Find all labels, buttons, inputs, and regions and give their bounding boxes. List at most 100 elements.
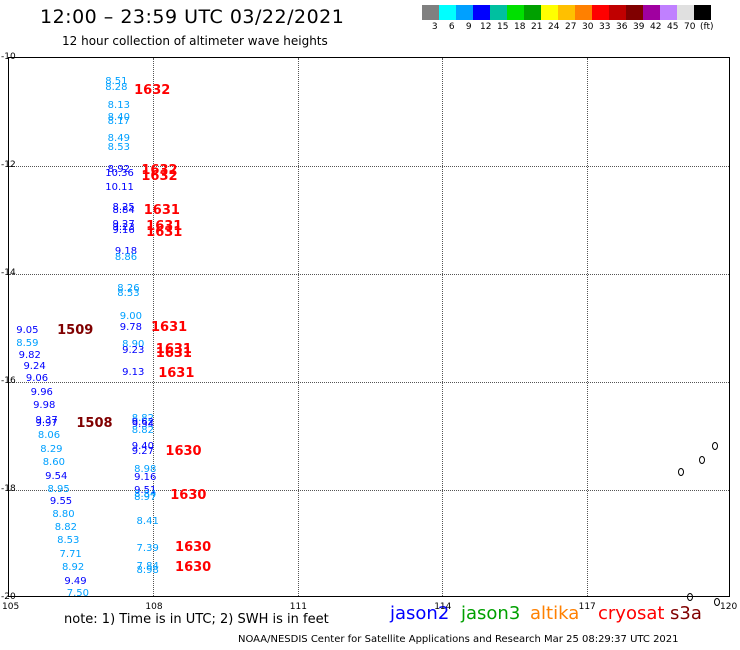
color-scale-label: 9 — [465, 22, 472, 32]
pass-time-label: 1632 — [141, 163, 178, 179]
y-tick-label: -16 — [1, 376, 16, 386]
chart-title: 12:00 – 23:59 UTC 03/22/2021 — [40, 6, 345, 28]
color-swatch — [422, 5, 439, 20]
wave-height-label: 9.00 — [119, 311, 142, 323]
wave-height-label: 8.82 — [54, 521, 77, 533]
pass-time-label: 1631 — [146, 224, 183, 240]
wave-height-label: 9.16 — [112, 224, 135, 236]
wave-height-label: 7.84 — [136, 560, 159, 572]
wave-height-label: 8.06 — [37, 430, 61, 441]
wave-height-label: 9.23 — [122, 345, 145, 357]
pass-time-label: 1630 — [175, 539, 212, 555]
color-scale-label: 36 — [616, 22, 628, 32]
color-swatch — [473, 5, 490, 20]
x-tick-label: 117 — [578, 602, 596, 612]
wave-height-label: 9.98 — [33, 400, 56, 412]
wave-height-label: 8.84 — [134, 489, 157, 501]
pass-time-label: 1509 — [57, 322, 94, 338]
pass-time-label: 1631 — [158, 365, 195, 381]
wave-height-label: 8.84 — [112, 204, 135, 216]
wave-height-label: 9.34 — [131, 419, 154, 431]
wave-height-label: 9.78 — [119, 322, 142, 333]
wave-height-label: 8.59 — [16, 338, 39, 350]
pass-time-label: 1508 — [76, 415, 113, 431]
island-outline — [687, 593, 693, 601]
chart-subtitle: 12 hour collection of altimeter wave hei… — [62, 34, 328, 48]
wave-height-label: 8.86 — [114, 251, 138, 263]
color-scale-label: 3 — [431, 22, 438, 32]
wave-height-label: 8.92 — [107, 164, 130, 176]
wave-height-label: 8.53 — [57, 535, 80, 547]
wave-height-label: 9.13 — [122, 366, 145, 378]
y-tick-label: -10 — [1, 52, 16, 62]
wave-height-label: 8.97 — [134, 492, 157, 504]
grid-line-vertical — [586, 58, 588, 596]
color-swatch — [677, 5, 694, 20]
wave-height-label: 8.53 — [107, 142, 130, 154]
x-tick-label: 108 — [145, 602, 163, 612]
color-scale-label: 18 — [514, 22, 526, 32]
wave-height-label: 8.25 — [112, 202, 135, 214]
pass-time-label: 1631 — [143, 203, 180, 219]
wave-height-label: 8.53 — [117, 287, 140, 299]
pass-time-label: 1632 — [141, 168, 178, 184]
color-swatch — [507, 5, 524, 20]
color-swatch — [558, 5, 575, 20]
color-scale-label: 42 — [650, 22, 662, 32]
color-swatch — [592, 5, 609, 20]
pass-time-label: 1630 — [175, 559, 212, 575]
wave-height-label: 8.40 — [107, 112, 130, 124]
color-scale-label: 24 — [548, 22, 560, 32]
wave-height-label: 8.95 — [47, 484, 70, 495]
x-tick-label: 114 — [434, 602, 452, 612]
color-swatch — [643, 5, 660, 20]
wave-height-label: 9.55 — [49, 496, 73, 508]
wave-height-label: 7.39 — [136, 543, 159, 555]
wave-height-label: 9.27 — [112, 219, 135, 231]
grid-line-horizontal — [9, 490, 729, 491]
wave-height-label: 9.40 — [131, 440, 154, 452]
wave-height-label: 9.23 — [112, 222, 135, 234]
wave-height-label: 9.16 — [134, 472, 157, 484]
y-tick-label: -12 — [1, 160, 16, 170]
pass-time-label: 1632 — [134, 83, 171, 99]
wave-height-label: 10.11 — [105, 181, 134, 193]
wave-height-label: 9.18 — [114, 246, 138, 258]
color-scale-label: 27 — [565, 22, 577, 32]
pass-time-label: 1630 — [165, 444, 202, 460]
wave-height-label: 8.82 — [131, 424, 154, 436]
x-tick-label: 111 — [289, 602, 307, 612]
color-scale-label: 21 — [531, 22, 543, 32]
grid-line-horizontal — [9, 166, 729, 167]
wave-height-label: 8.41 — [136, 516, 159, 528]
wave-height-label: 7.71 — [59, 548, 82, 560]
color-swatch — [626, 5, 643, 20]
pass-time-label: 1631 — [155, 345, 192, 361]
wave-height-label: 8.28 — [105, 81, 128, 93]
wave-height-label: 8.60 — [42, 457, 65, 468]
color-scale-label: 12 — [480, 22, 492, 32]
color-swatch — [490, 5, 507, 20]
y-tick-label: -18 — [1, 484, 16, 494]
wave-height-label: 9.97 — [35, 417, 58, 429]
pass-time-label: 1631 — [150, 319, 188, 335]
wave-height-label: 9.24 — [23, 361, 46, 373]
color-swatch — [609, 5, 626, 20]
color-scale-label: 33 — [599, 22, 611, 32]
wave-height-label: 8.90 — [122, 339, 145, 351]
wave-height-label: 9.54 — [45, 470, 68, 482]
wave-height-label: 9.06 — [25, 373, 49, 385]
wave-height-label: 8.80 — [52, 509, 75, 521]
wave-height-label: 8.13 — [107, 99, 130, 111]
color-scale-label: 45 — [667, 22, 679, 32]
color-scale-label: 6 — [448, 22, 455, 32]
grid-line-vertical — [297, 58, 299, 596]
color-swatch — [456, 5, 473, 20]
color-scale-label: 15 — [497, 22, 509, 32]
map-plot-area: 8.51 8.28 8.13 8.40 8.17 8.49 8.53 8.92 10.36 10.… — [8, 57, 730, 606]
wave-height-label: 9.27 — [131, 446, 154, 458]
island-outline — [699, 456, 705, 464]
grid-line-horizontal — [9, 382, 729, 383]
legend-entry-jason3: jason3 — [461, 603, 521, 624]
color-swatch — [575, 5, 592, 20]
